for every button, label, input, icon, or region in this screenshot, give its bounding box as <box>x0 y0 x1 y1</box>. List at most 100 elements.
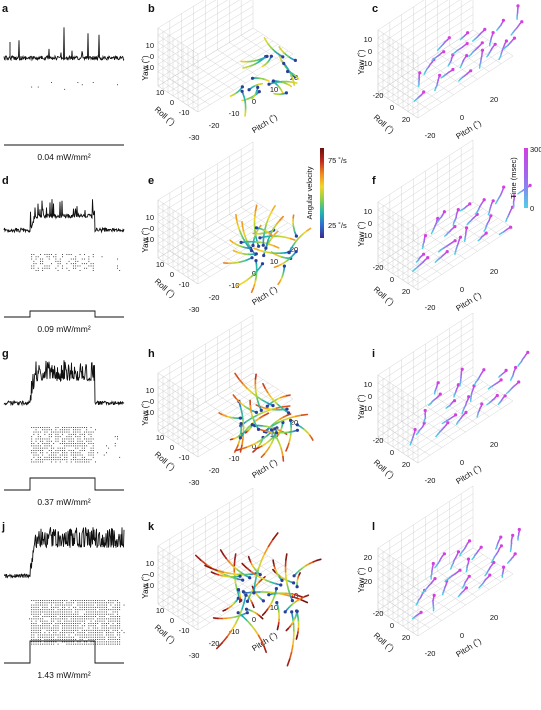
panel-j: j1.43 mW/mm² <box>1 521 125 680</box>
raster-spike <box>42 429 44 431</box>
raster-spike <box>88 636 90 638</box>
colorbar-tick-high: 75 ˚/s <box>328 156 347 165</box>
raster-spike <box>73 438 74 440</box>
raster-spike <box>62 629 63 631</box>
raster-spike <box>77 600 79 601</box>
raster-spike <box>48 629 50 631</box>
trajectory-segment <box>274 230 279 235</box>
raster-spike <box>88 616 90 617</box>
raster-spike <box>66 602 68 604</box>
raster-spike <box>84 438 85 440</box>
grid-line <box>157 516 254 576</box>
raster-spike <box>88 452 90 454</box>
trajectory-start <box>275 431 279 435</box>
raster-spike <box>108 627 110 629</box>
raster-spike <box>55 639 57 640</box>
raster-spike <box>62 447 63 449</box>
raster-spike <box>53 625 55 627</box>
trajectory-end <box>480 402 484 406</box>
trajectory-end <box>491 30 495 35</box>
trajectory-segment <box>273 245 280 249</box>
raster-spike <box>106 632 107 634</box>
raster-spike <box>64 445 66 447</box>
trajectory-end <box>465 42 469 46</box>
raster-spike <box>40 427 41 428</box>
raster-spike <box>46 440 48 442</box>
raster-spike <box>79 604 81 606</box>
trajectory-start <box>264 246 268 250</box>
trajectory-end <box>423 408 427 413</box>
grid-line <box>241 35 282 62</box>
trajectory-segment <box>269 209 274 216</box>
roll-tick: 0 <box>390 275 394 284</box>
raster-spike <box>48 440 50 442</box>
raster-spike <box>84 263 85 265</box>
raster-spike <box>75 258 77 260</box>
raster-spike <box>35 438 37 440</box>
raster-spike <box>75 454 77 456</box>
raster-spike <box>57 427 59 428</box>
raster-spike <box>101 634 103 636</box>
trajectory-segment <box>258 224 262 229</box>
raster-spike <box>68 634 70 636</box>
raster-spike <box>95 632 96 634</box>
raster-spike <box>55 611 57 613</box>
raster-spike <box>81 443 83 444</box>
raster-spike <box>62 454 63 456</box>
raster-spike <box>75 265 77 267</box>
roll-tick: 0 <box>170 443 174 452</box>
pitch-tick: 0 <box>460 631 464 640</box>
roll-tick: 10 <box>156 606 164 615</box>
raster-spike <box>33 634 35 636</box>
trajectory-segment <box>299 598 309 604</box>
raster-spike <box>68 602 70 604</box>
raster-spike <box>81 456 83 458</box>
raster-spike <box>33 427 35 428</box>
raster-spike <box>86 609 88 611</box>
raster-spike <box>117 438 118 440</box>
raster-spike <box>64 627 66 629</box>
pitch-tick: -20 <box>209 639 220 648</box>
raster-spike <box>73 459 74 461</box>
raster-spike <box>79 265 81 267</box>
raster-spike <box>70 625 72 627</box>
raster-spike <box>64 606 66 608</box>
raster-spike <box>42 627 44 629</box>
raster-spike <box>117 602 118 604</box>
trajectory-end <box>480 41 484 45</box>
raster-spike <box>62 641 63 643</box>
raster-spike <box>66 443 68 444</box>
raster-spike <box>44 254 46 255</box>
raster-spike <box>90 433 92 435</box>
raster-spike <box>106 602 107 604</box>
raster-spike <box>59 263 61 265</box>
trajectory-start <box>251 243 255 248</box>
trajectory-segment <box>255 235 258 243</box>
grid-line <box>157 502 254 561</box>
panel-a: a0.04 mW/mm² <box>2 3 125 162</box>
raster-spike <box>55 602 57 604</box>
trajectory-segment <box>254 446 260 450</box>
trajectory-segment <box>250 391 258 398</box>
stimulus-intensity: 0.09 mW/mm² <box>37 324 91 334</box>
pitch-tick: 20 <box>290 418 298 427</box>
trajectory-start <box>254 259 258 263</box>
raster-spike <box>44 438 46 440</box>
raster-spike <box>84 604 85 606</box>
trajectory-start <box>244 593 248 597</box>
raster-spike <box>48 459 50 461</box>
panel-label: f <box>372 175 376 187</box>
raster-spike <box>110 634 112 636</box>
raster-spike <box>81 606 83 608</box>
raster-spike <box>55 433 57 435</box>
trajectory-end <box>438 73 442 77</box>
grid-line <box>157 214 199 241</box>
raster-spike <box>48 443 50 444</box>
raster-spike <box>46 620 48 622</box>
raster-spike <box>99 636 101 638</box>
yaw-axis-label: Yaw (˚) <box>141 573 150 599</box>
raster-spike <box>37 459 39 461</box>
raster-spike <box>33 609 35 611</box>
raster-spike <box>68 433 70 435</box>
raster-spike <box>88 602 90 604</box>
